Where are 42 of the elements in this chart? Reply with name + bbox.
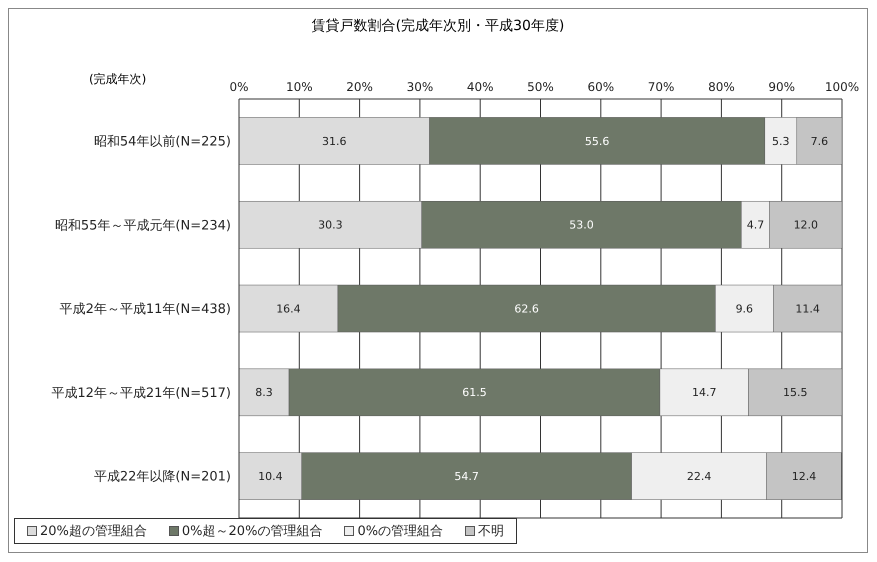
x-tick-label: 20%	[346, 80, 373, 94]
data-label: 11.4	[795, 302, 820, 316]
data-label: 30.3	[318, 218, 343, 232]
data-label: 55.6	[584, 134, 610, 148]
chart-title: 賃貸戸数割合(完成年次別・平成30年度)	[310, 17, 566, 35]
data-label: 4.7	[746, 218, 764, 232]
x-tick-label: 40%	[466, 80, 494, 94]
x-tick-label: 90%	[768, 80, 796, 94]
y-tick-label: 昭和54年以前(N=225)	[94, 134, 231, 150]
data-label: 61.5	[462, 386, 487, 400]
legend-label: 20%超の管理組合	[40, 523, 147, 540]
y-axis-title: (完成年次)	[89, 71, 146, 88]
legend-label: 0%超～20%の管理組合	[182, 523, 322, 540]
data-label: 54.7	[454, 470, 479, 484]
legend-label: 不明	[478, 523, 504, 540]
y-tick-label: 平成12年～平成21年(N=517)	[51, 386, 231, 401]
data-label: 16.4	[276, 302, 301, 316]
data-label: 14.7	[692, 386, 716, 400]
x-tick-label: 10%	[286, 80, 313, 94]
x-tick-label: 0%	[229, 80, 249, 94]
x-tick-label: 50%	[527, 80, 554, 94]
y-tick-label: 昭和55年～平成元年(N=234)	[54, 218, 231, 234]
y-tick-label: 平成22年以降(N=201)	[94, 470, 231, 485]
data-label: 53.0	[569, 218, 594, 232]
x-tick-label: 60%	[587, 80, 614, 94]
data-label: 7.6	[810, 134, 828, 148]
data-label: 22.4	[686, 470, 712, 484]
data-label: 10.4	[258, 470, 283, 484]
x-tick-label: 70%	[648, 80, 674, 94]
data-label: 15.5	[783, 386, 808, 400]
y-tick-label: 平成2年～平成11年(N=438)	[60, 302, 231, 318]
data-label: 9.6	[736, 302, 754, 316]
data-label: 12.0	[794, 218, 818, 232]
data-label: 12.4	[792, 470, 816, 484]
data-label: 31.6	[322, 134, 347, 148]
x-tick-label: 30%	[406, 80, 434, 94]
legend-label: 0%の管理組合	[357, 523, 444, 540]
x-tick-label: 80%	[708, 80, 735, 94]
data-label: 62.6	[514, 302, 539, 316]
data-label: 8.3	[255, 386, 273, 400]
data-label: 5.3	[772, 134, 790, 148]
x-tick-label: 100%	[824, 80, 860, 94]
